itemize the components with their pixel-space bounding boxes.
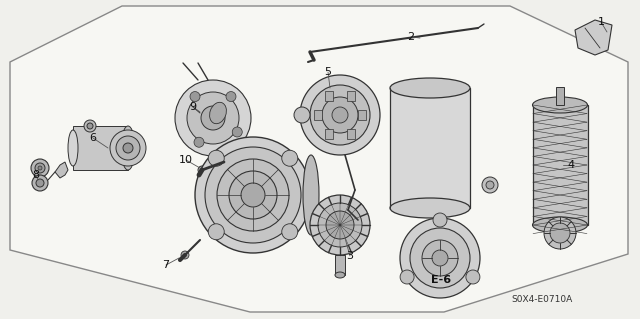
Circle shape [226, 92, 236, 101]
Bar [358, 110, 366, 120]
Circle shape [38, 166, 42, 170]
Polygon shape [10, 6, 628, 312]
Ellipse shape [532, 217, 588, 233]
Text: 6: 6 [90, 133, 97, 143]
Circle shape [195, 137, 311, 253]
Circle shape [310, 195, 370, 255]
Circle shape [422, 240, 458, 276]
Text: 4: 4 [568, 160, 575, 170]
Circle shape [400, 270, 414, 284]
Text: 1: 1 [598, 17, 605, 27]
Circle shape [110, 130, 146, 166]
Circle shape [232, 127, 243, 137]
Text: E-6: E-6 [431, 275, 451, 285]
Circle shape [482, 177, 498, 193]
Ellipse shape [390, 198, 470, 218]
Ellipse shape [532, 97, 588, 113]
Circle shape [433, 213, 447, 227]
Ellipse shape [121, 126, 135, 170]
Circle shape [181, 251, 189, 259]
Circle shape [116, 136, 140, 160]
Bar [390, 88, 470, 208]
Circle shape [84, 120, 96, 132]
Bar [73, 126, 128, 170]
Circle shape [187, 92, 239, 144]
Circle shape [486, 181, 494, 189]
Circle shape [208, 224, 224, 240]
Circle shape [322, 97, 358, 133]
Circle shape [400, 218, 480, 298]
Text: 5: 5 [324, 67, 332, 77]
Circle shape [241, 183, 265, 207]
Bar [325, 91, 333, 101]
Polygon shape [55, 162, 68, 178]
Text: 3: 3 [346, 251, 353, 261]
Text: S0X4-E0710A: S0X4-E0710A [511, 295, 573, 305]
Circle shape [217, 159, 289, 231]
Ellipse shape [335, 272, 345, 278]
Ellipse shape [209, 102, 227, 124]
Circle shape [194, 137, 204, 147]
Circle shape [432, 250, 448, 266]
Circle shape [198, 166, 206, 174]
Bar [347, 129, 355, 139]
Circle shape [35, 163, 45, 173]
Circle shape [550, 223, 570, 243]
Circle shape [332, 107, 348, 123]
Circle shape [190, 92, 200, 101]
Circle shape [229, 171, 277, 219]
Circle shape [294, 107, 310, 123]
Bar [347, 91, 355, 101]
Bar [314, 110, 322, 120]
Bar [533, 105, 588, 225]
Text: 7: 7 [163, 260, 170, 270]
Circle shape [31, 159, 49, 177]
Ellipse shape [390, 78, 470, 98]
Circle shape [300, 75, 380, 155]
Polygon shape [575, 20, 612, 55]
Circle shape [326, 211, 354, 239]
Circle shape [282, 224, 298, 240]
Circle shape [410, 228, 470, 288]
Ellipse shape [303, 155, 319, 235]
Circle shape [208, 150, 224, 166]
Circle shape [87, 123, 93, 129]
Circle shape [123, 143, 133, 153]
Text: 9: 9 [189, 102, 196, 112]
Circle shape [310, 85, 370, 145]
Circle shape [466, 270, 480, 284]
Text: 2: 2 [408, 32, 415, 42]
Bar [556, 87, 564, 105]
Circle shape [205, 147, 301, 243]
Circle shape [32, 175, 48, 191]
Bar [335, 255, 345, 275]
Circle shape [175, 80, 251, 156]
Text: 8: 8 [33, 170, 40, 180]
Circle shape [282, 150, 298, 166]
Ellipse shape [68, 130, 78, 166]
Circle shape [544, 217, 576, 249]
Circle shape [201, 106, 225, 130]
Bar [325, 129, 333, 139]
Circle shape [36, 179, 44, 187]
Text: 10: 10 [179, 155, 193, 165]
Circle shape [318, 203, 362, 247]
